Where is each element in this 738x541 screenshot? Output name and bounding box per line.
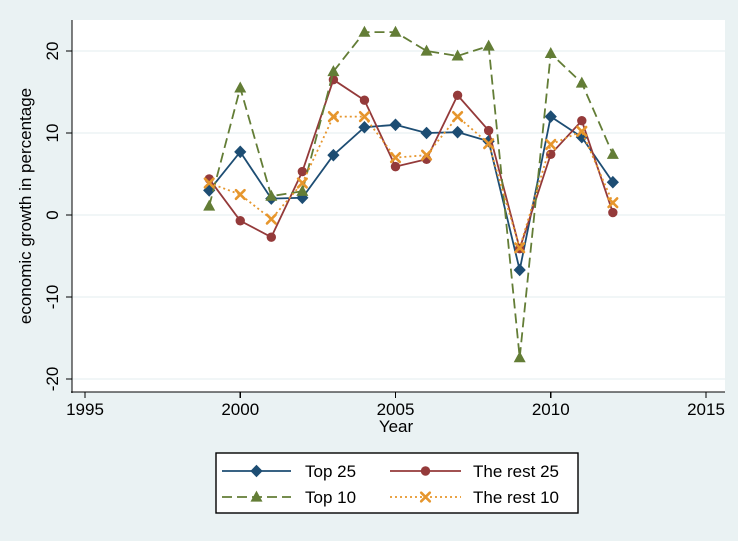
marker-diamond xyxy=(544,110,557,123)
legend-label: The rest 10 xyxy=(473,488,559,507)
y-axis-title: economic growth in percentage xyxy=(16,88,35,324)
x-tick-label: 2015 xyxy=(687,400,725,419)
marker-triangle xyxy=(544,47,557,59)
legend: Top 25 The rest 25 Top 10 The rest 10 xyxy=(215,452,579,514)
marker-diamond xyxy=(358,120,371,134)
marker-triangle xyxy=(389,25,402,37)
marker-triangle xyxy=(250,490,263,502)
marker-x xyxy=(234,188,246,201)
x-tick-label: 2010 xyxy=(532,400,570,419)
marker-circle xyxy=(452,90,463,100)
marker-circle xyxy=(266,232,276,242)
legend-entry-the-rest-10: The rest 10 xyxy=(390,488,559,507)
x-axis-title: Year xyxy=(379,417,414,436)
marker-diamond xyxy=(575,130,588,144)
series-top-10 xyxy=(203,25,619,363)
marker-x xyxy=(420,149,433,161)
legend-label: Top 10 xyxy=(305,488,356,507)
line-the-rest-25 xyxy=(208,78,614,252)
series-the-rest-10 xyxy=(203,111,619,254)
axes: -20 -10 0 10 20 1995 2000 2005 2010 2015 xyxy=(43,20,725,419)
marker-triangle xyxy=(451,49,464,61)
marker-triangle xyxy=(513,351,526,363)
marker-diamond xyxy=(451,125,464,139)
marker-triangle xyxy=(234,81,247,93)
line-top-10 xyxy=(208,31,614,358)
marker-diamond xyxy=(606,175,619,189)
legend-entry-the-rest-25: The rest 25 xyxy=(390,462,559,481)
line-the-rest-10 xyxy=(208,115,614,251)
x-tick-label: 2005 xyxy=(377,400,415,419)
marker-x xyxy=(576,125,588,137)
marker-triangle xyxy=(420,44,433,56)
marker-x xyxy=(483,138,495,150)
marker-diamond xyxy=(420,126,433,140)
x-tick-label: 1995 xyxy=(66,400,104,419)
marker-x xyxy=(419,491,432,503)
marker-triangle xyxy=(575,76,588,88)
marker-x xyxy=(327,111,339,123)
plot-area xyxy=(72,20,725,392)
marker-diamond xyxy=(250,464,263,478)
marker-circle xyxy=(235,216,245,226)
marker-triangle xyxy=(296,184,309,196)
marker-triangle xyxy=(482,39,495,51)
marker-circle xyxy=(297,166,308,177)
marker-diamond xyxy=(296,191,309,205)
marker-circle xyxy=(359,95,370,105)
marker-x xyxy=(389,152,402,164)
legend-entry-top-10: Top 10 xyxy=(222,488,356,507)
y-tick-label: 20 xyxy=(43,42,62,61)
legend-label: The rest 25 xyxy=(473,462,559,481)
y-tick-label: 0 xyxy=(43,210,62,219)
marker-circle xyxy=(483,125,494,136)
marker-circle xyxy=(420,466,431,476)
marker-triangle xyxy=(327,65,340,77)
legend-entry-top-25: Top 25 xyxy=(222,462,356,481)
marker-diamond xyxy=(482,134,495,148)
marker-x xyxy=(358,111,371,123)
marker-x xyxy=(514,242,526,254)
marker-diamond xyxy=(389,118,402,132)
data-series xyxy=(203,25,619,363)
series-top-25 xyxy=(203,110,619,277)
legend-label: Top 25 xyxy=(305,462,356,481)
marker-diamond xyxy=(234,145,247,159)
y-tick-label: 10 xyxy=(43,124,62,143)
y-tick-label: -10 xyxy=(43,285,62,310)
marker-triangle xyxy=(265,189,278,201)
x-tick-label: 2000 xyxy=(221,400,259,419)
marker-x xyxy=(545,138,557,151)
marker-circle xyxy=(390,161,401,172)
y-tick-label: -20 xyxy=(43,367,62,392)
marker-diamond xyxy=(513,263,526,277)
marker-x xyxy=(203,177,215,189)
marker-circle xyxy=(577,116,587,126)
marker-triangle xyxy=(358,25,371,37)
legend-box xyxy=(215,452,579,514)
marker-diamond xyxy=(327,148,340,162)
marker-circle xyxy=(608,207,618,218)
marker-x xyxy=(265,213,277,225)
marker-triangle xyxy=(203,199,216,211)
marker-x xyxy=(296,177,308,189)
marker-triangle xyxy=(606,147,619,159)
marker-x xyxy=(607,197,619,209)
marker-x xyxy=(452,111,464,123)
